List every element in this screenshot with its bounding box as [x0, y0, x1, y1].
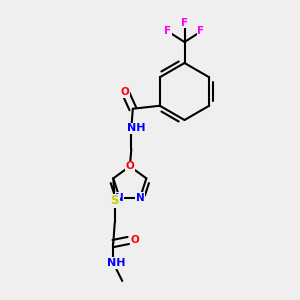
Text: F: F: [197, 26, 205, 37]
Text: S: S: [110, 194, 119, 207]
Text: NH: NH: [128, 123, 146, 133]
Text: O: O: [125, 161, 134, 171]
Text: N: N: [136, 193, 144, 203]
Text: NH: NH: [107, 258, 125, 268]
Text: F: F: [181, 17, 188, 28]
Text: O: O: [121, 87, 130, 97]
Text: N: N: [115, 193, 124, 203]
Text: O: O: [130, 236, 139, 245]
Text: F: F: [164, 26, 172, 37]
